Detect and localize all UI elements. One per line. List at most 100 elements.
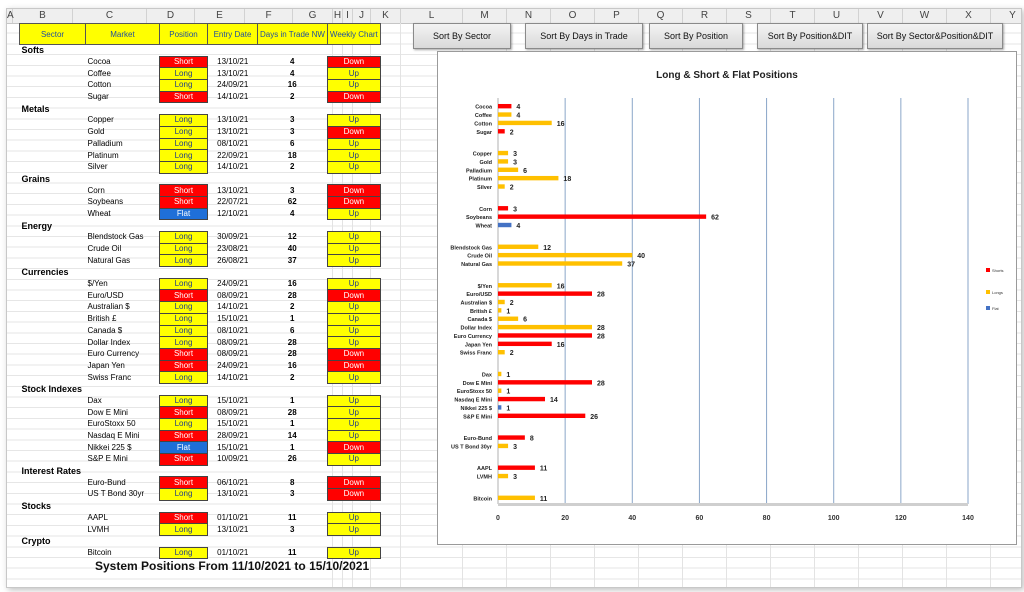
- market-cell[interactable]: Palladium: [87, 138, 123, 148]
- position-cell[interactable]: Short: [159, 406, 208, 419]
- position-cell[interactable]: Short: [159, 90, 208, 104]
- column-header-e[interactable]: E: [195, 9, 245, 23]
- position-cell[interactable]: Long: [159, 546, 208, 560]
- position-cell[interactable]: Long: [159, 336, 208, 349]
- position-cell[interactable]: Long: [159, 67, 208, 81]
- market-cell[interactable]: US T Bond 30yr: [87, 489, 145, 499]
- market-cell[interactable]: Sugar: [87, 92, 109, 102]
- position-cell[interactable]: Long: [159, 125, 208, 139]
- position-cell[interactable]: Long: [159, 149, 208, 162]
- position-cell[interactable]: Flat: [159, 441, 208, 455]
- column-header-w[interactable]: W: [903, 9, 947, 23]
- weekly-chart-cell[interactable]: Down: [326, 125, 381, 139]
- sort-by-position-dit-button[interactable]: Sort By Position&DIT: [757, 23, 863, 49]
- weekly-chart-cell[interactable]: Up: [326, 523, 381, 536]
- market-cell[interactable]: EuroStoxx 50: [87, 419, 136, 429]
- market-cell[interactable]: LVMH: [87, 524, 110, 534]
- weekly-chart-cell[interactable]: Up: [326, 336, 381, 349]
- sort-by-sector-button[interactable]: Sort By Sector: [413, 23, 511, 49]
- position-cell[interactable]: Short: [159, 429, 208, 443]
- market-cell[interactable]: Coffee: [87, 68, 111, 78]
- position-cell[interactable]: Long: [159, 114, 208, 127]
- market-cell[interactable]: Natural Gas: [87, 255, 131, 265]
- market-cell[interactable]: Cocoa: [87, 57, 111, 67]
- column-header-u[interactable]: U: [815, 9, 859, 23]
- position-cell[interactable]: Short: [159, 347, 208, 361]
- position-cell[interactable]: Long: [159, 137, 208, 151]
- column-header-s[interactable]: S: [727, 9, 771, 23]
- column-header-t[interactable]: T: [771, 9, 815, 23]
- column-header-x[interactable]: X: [947, 9, 991, 23]
- sort-by-days-button[interactable]: Sort By Days in Trade: [525, 23, 643, 49]
- weekly-chart-cell[interactable]: Up: [326, 394, 381, 408]
- position-cell[interactable]: Short: [159, 184, 208, 197]
- column-header-o[interactable]: O: [551, 9, 595, 23]
- market-cell[interactable]: Blendstock Gas: [87, 232, 144, 242]
- market-cell[interactable]: Nasdaq E Mini: [87, 431, 140, 441]
- position-cell[interactable]: Short: [159, 289, 208, 303]
- weekly-chart-cell[interactable]: Up: [326, 453, 381, 466]
- column-header-g[interactable]: G: [293, 9, 333, 23]
- column-header-r[interactable]: R: [683, 9, 727, 23]
- position-cell[interactable]: Short: [159, 476, 208, 490]
- weekly-chart-cell[interactable]: Up: [326, 511, 381, 525]
- column-header-d[interactable]: D: [147, 9, 195, 23]
- column-header-i[interactable]: I: [343, 9, 353, 23]
- market-cell[interactable]: Cotton: [87, 80, 112, 90]
- position-cell[interactable]: Long: [159, 254, 208, 268]
- weekly-chart-cell[interactable]: Up: [326, 254, 381, 268]
- position-cell[interactable]: Short: [159, 195, 208, 209]
- position-cell[interactable]: Long: [159, 523, 208, 536]
- market-cell[interactable]: Euro-Bund: [87, 477, 126, 487]
- weekly-chart-cell[interactable]: Down: [326, 90, 381, 104]
- market-cell[interactable]: Australian $: [87, 302, 130, 312]
- weekly-chart-cell[interactable]: Down: [326, 289, 381, 303]
- column-header-p[interactable]: P: [595, 9, 639, 23]
- positions-chart[interactable]: Long & Short & Flat Positions 0 20 40 60 80 1…: [437, 51, 1017, 545]
- weekly-chart-cell[interactable]: Up: [326, 149, 381, 162]
- position-cell[interactable]: Short: [159, 511, 208, 525]
- sort-by-sector-position-dit-button[interactable]: Sort By Sector&Position&DIT: [867, 23, 1003, 49]
- weekly-chart-cell[interactable]: Up: [326, 371, 381, 384]
- column-header-f[interactable]: F: [245, 9, 293, 23]
- column-header-c[interactable]: C: [73, 9, 147, 23]
- weekly-chart-cell[interactable]: Up: [326, 418, 381, 431]
- market-cell[interactable]: Copper: [87, 115, 114, 125]
- column-header-k[interactable]: K: [371, 9, 401, 23]
- weekly-chart-cell[interactable]: Down: [326, 347, 381, 361]
- market-cell[interactable]: Euro/USD: [87, 290, 124, 300]
- market-cell[interactable]: Nikkei 225 $: [87, 442, 132, 452]
- market-cell[interactable]: Crude Oil: [87, 244, 122, 254]
- weekly-chart-cell[interactable]: Down: [326, 441, 381, 455]
- weekly-chart-cell[interactable]: Up: [326, 546, 381, 560]
- position-cell[interactable]: Long: [159, 312, 208, 326]
- weekly-chart-cell[interactable]: Down: [326, 488, 381, 501]
- market-cell[interactable]: British £: [87, 314, 117, 324]
- market-cell[interactable]: Dow E Mini: [87, 407, 128, 417]
- weekly-chart-cell[interactable]: Up: [326, 79, 381, 92]
- position-cell[interactable]: Long: [159, 324, 208, 338]
- weekly-chart-cell[interactable]: Up: [326, 324, 381, 338]
- position-cell[interactable]: Short: [159, 453, 208, 466]
- weekly-chart-cell[interactable]: Up: [326, 301, 381, 314]
- weekly-chart-cell[interactable]: Down: [326, 55, 381, 69]
- position-cell[interactable]: Long: [159, 394, 208, 408]
- column-header-a[interactable]: A: [7, 9, 14, 23]
- weekly-chart-cell[interactable]: Up: [326, 67, 381, 81]
- weekly-chart-cell[interactable]: Up: [326, 114, 381, 127]
- market-cell[interactable]: Platinum: [87, 150, 119, 160]
- weekly-chart-cell[interactable]: Up: [326, 207, 381, 221]
- position-cell[interactable]: Long: [159, 160, 208, 174]
- market-cell[interactable]: Gold: [87, 127, 105, 137]
- column-header-q[interactable]: Q: [639, 9, 683, 23]
- weekly-chart-cell[interactable]: Down: [326, 195, 381, 209]
- market-cell[interactable]: AAPL: [87, 512, 108, 522]
- position-cell[interactable]: Short: [159, 359, 208, 373]
- weekly-chart-cell[interactable]: Down: [326, 184, 381, 197]
- market-cell[interactable]: Soybeans: [87, 197, 124, 207]
- position-cell[interactable]: Long: [159, 301, 208, 314]
- market-cell[interactable]: Wheat: [87, 208, 111, 218]
- column-header-j[interactable]: J: [353, 9, 371, 23]
- position-cell[interactable]: Long: [159, 488, 208, 501]
- market-cell[interactable]: S&P E Mini: [87, 454, 128, 464]
